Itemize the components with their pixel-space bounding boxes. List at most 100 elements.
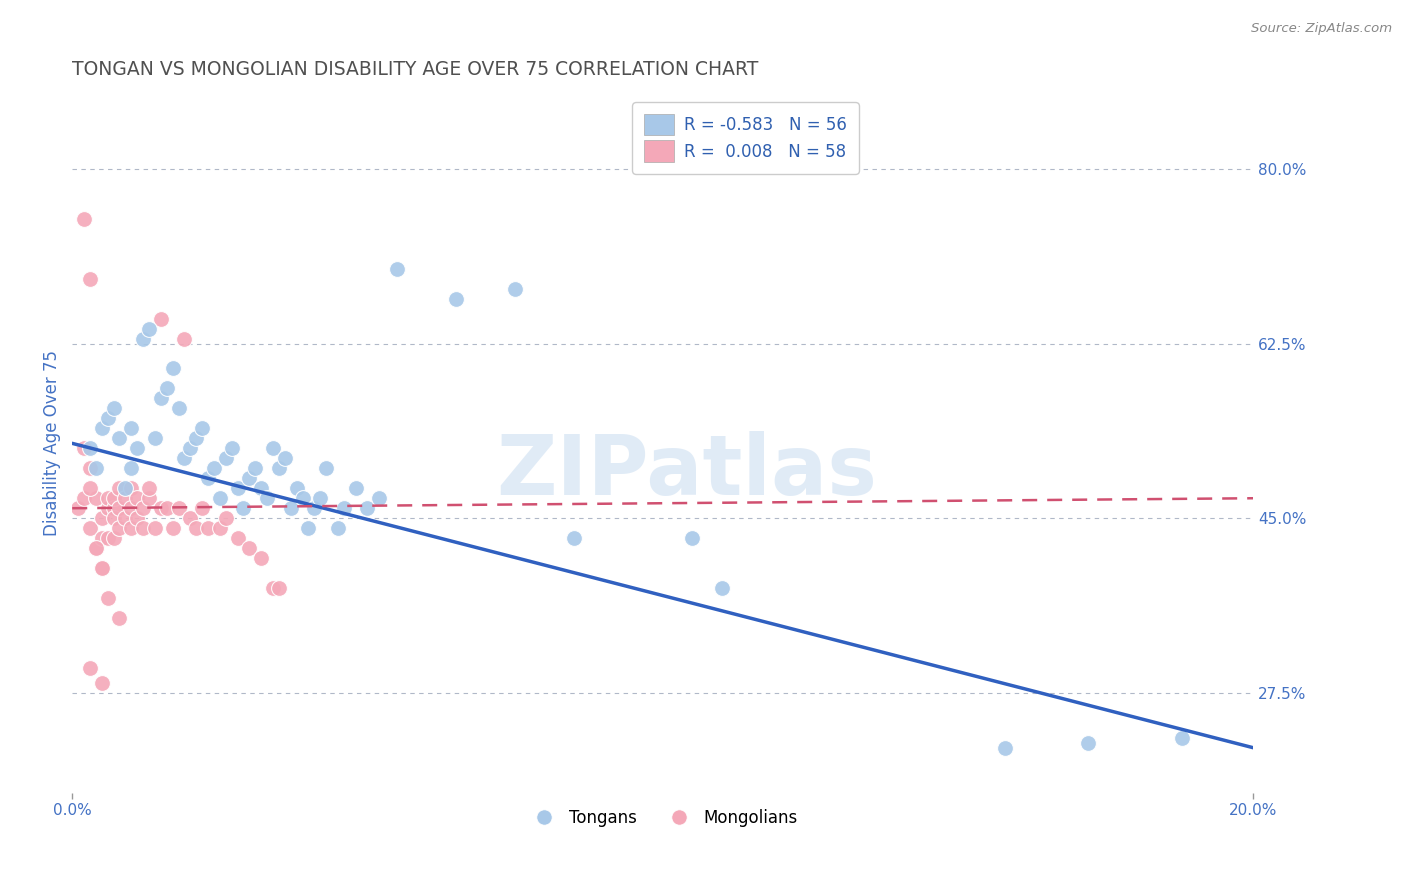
Point — [202, 461, 225, 475]
Point — [186, 521, 208, 535]
Point — [232, 501, 254, 516]
Point — [562, 531, 585, 545]
Point — [304, 501, 326, 516]
Point — [84, 541, 107, 556]
Point — [267, 581, 290, 595]
Point — [250, 481, 273, 495]
Point — [84, 491, 107, 506]
Point — [238, 471, 260, 485]
Point — [167, 401, 190, 416]
Point — [179, 442, 201, 456]
Point — [120, 521, 142, 535]
Point — [315, 461, 337, 475]
Text: Source: ZipAtlas.com: Source: ZipAtlas.com — [1251, 22, 1392, 36]
Point — [143, 521, 166, 535]
Point — [503, 282, 526, 296]
Point — [333, 501, 356, 516]
Point — [167, 501, 190, 516]
Point — [108, 501, 131, 516]
Point — [444, 292, 467, 306]
Point — [132, 521, 155, 535]
Point — [120, 421, 142, 435]
Point — [79, 661, 101, 675]
Point — [285, 481, 308, 495]
Point — [97, 411, 120, 425]
Point — [120, 461, 142, 475]
Point — [120, 501, 142, 516]
Point — [221, 442, 243, 456]
Point — [179, 511, 201, 525]
Point — [238, 541, 260, 556]
Point — [208, 521, 231, 535]
Text: TONGAN VS MONGOLIAN DISABILITY AGE OVER 75 CORRELATION CHART: TONGAN VS MONGOLIAN DISABILITY AGE OVER … — [72, 60, 759, 78]
Point — [90, 421, 112, 435]
Point — [90, 511, 112, 525]
Point — [385, 261, 408, 276]
Point — [368, 491, 391, 506]
Point — [262, 581, 284, 595]
Legend: Tongans, Mongolians: Tongans, Mongolians — [520, 802, 804, 833]
Point — [149, 501, 172, 516]
Point — [108, 481, 131, 495]
Point — [90, 531, 112, 545]
Point — [344, 481, 367, 495]
Point — [191, 421, 214, 435]
Point — [681, 531, 703, 545]
Point — [191, 501, 214, 516]
Point — [84, 461, 107, 475]
Point — [226, 481, 249, 495]
Point — [138, 481, 160, 495]
Point — [73, 491, 96, 506]
Point — [90, 561, 112, 575]
Point — [79, 521, 101, 535]
Point — [162, 521, 184, 535]
Point — [127, 442, 149, 456]
Point — [173, 451, 195, 466]
Point — [67, 501, 90, 516]
Point — [250, 551, 273, 566]
Point — [79, 461, 101, 475]
Point — [215, 451, 238, 466]
Point — [127, 511, 149, 525]
Point — [149, 392, 172, 406]
Point — [208, 491, 231, 506]
Point — [262, 442, 284, 456]
Point — [90, 676, 112, 690]
Point — [162, 361, 184, 376]
Point — [197, 521, 219, 535]
Point — [79, 442, 101, 456]
Point — [138, 491, 160, 506]
Point — [103, 501, 125, 516]
Point — [280, 501, 302, 516]
Point — [120, 481, 142, 495]
Point — [309, 491, 332, 506]
Point — [156, 501, 179, 516]
Point — [108, 521, 131, 535]
Point — [108, 431, 131, 445]
Point — [186, 431, 208, 445]
Point — [103, 511, 125, 525]
Point — [256, 491, 278, 506]
Text: ZIPatlas: ZIPatlas — [496, 431, 877, 512]
Point — [114, 481, 136, 495]
Point — [103, 491, 125, 506]
Point — [138, 321, 160, 335]
Point — [108, 611, 131, 625]
Point — [97, 591, 120, 605]
Point — [356, 501, 378, 516]
Point — [1077, 736, 1099, 750]
Point — [197, 471, 219, 485]
Point — [97, 491, 120, 506]
Point — [1171, 731, 1194, 745]
Point — [103, 531, 125, 545]
Point — [994, 740, 1017, 755]
Point — [79, 271, 101, 285]
Point — [132, 501, 155, 516]
Point — [73, 211, 96, 226]
Point — [97, 531, 120, 545]
Point — [114, 511, 136, 525]
Point — [297, 521, 319, 535]
Point — [326, 521, 349, 535]
Point — [79, 481, 101, 495]
Point — [132, 332, 155, 346]
